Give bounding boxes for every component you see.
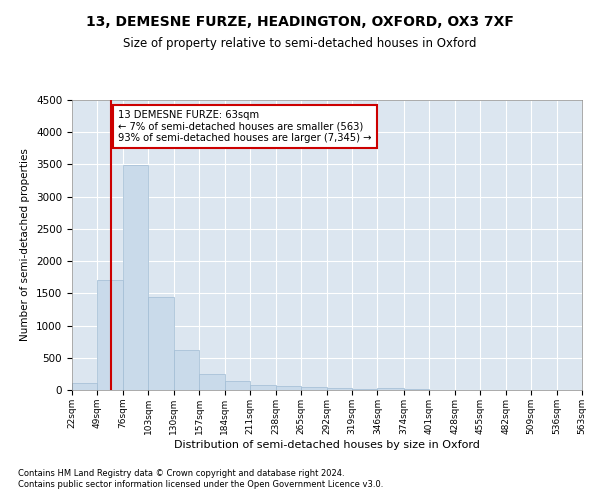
Y-axis label: Number of semi-detached properties: Number of semi-detached properties	[20, 148, 31, 342]
Bar	[97, 280, 123, 390]
Bar	[352, 389, 377, 390]
Bar	[72, 383, 97, 390]
Bar	[123, 165, 148, 390]
Text: Contains public sector information licensed under the Open Government Licence v3: Contains public sector information licen…	[18, 480, 383, 489]
Bar	[199, 374, 225, 390]
Text: Size of property relative to semi-detached houses in Oxford: Size of property relative to semi-detach…	[123, 38, 477, 51]
Bar	[225, 381, 250, 390]
Text: Contains HM Land Registry data © Crown copyright and database right 2024.: Contains HM Land Registry data © Crown c…	[18, 468, 344, 477]
Bar	[377, 388, 404, 390]
Bar	[275, 386, 301, 390]
X-axis label: Distribution of semi-detached houses by size in Oxford: Distribution of semi-detached houses by …	[174, 440, 480, 450]
Bar	[326, 388, 352, 390]
Text: 13 DEMESNE FURZE: 63sqm
← 7% of semi-detached houses are smaller (563)
93% of se: 13 DEMESNE FURZE: 63sqm ← 7% of semi-det…	[118, 110, 371, 143]
Bar	[174, 350, 199, 390]
Bar	[301, 387, 326, 390]
Text: 13, DEMESNE FURZE, HEADINGTON, OXFORD, OX3 7XF: 13, DEMESNE FURZE, HEADINGTON, OXFORD, O…	[86, 15, 514, 29]
Bar	[250, 385, 275, 390]
Bar	[148, 297, 174, 390]
